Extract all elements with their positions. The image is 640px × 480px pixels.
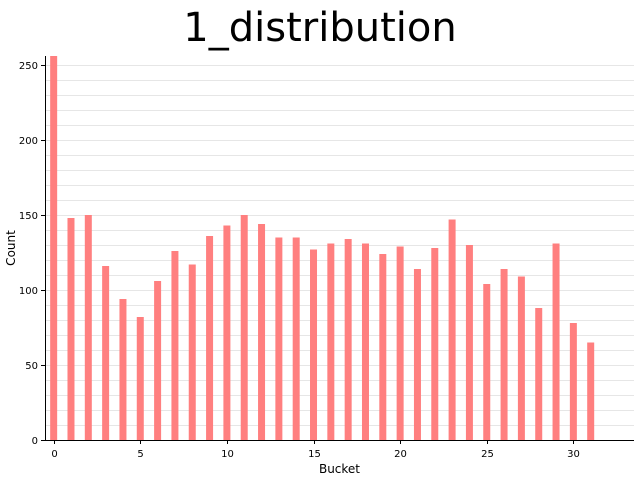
bar [240,215,248,440]
bar [50,56,58,440]
bar [448,219,456,440]
bar [67,218,75,440]
bar [188,264,196,440]
bar [154,281,162,440]
chart-title: 1_distribution [183,5,457,51]
bar [587,342,595,440]
bar [327,243,335,440]
bar [361,243,369,440]
x-tick-label: 5 [137,449,143,460]
bar [275,237,283,440]
bar [517,276,525,440]
bar [136,317,144,440]
bar [413,269,421,440]
bar [465,245,473,440]
bar [310,249,318,440]
bar [119,299,127,440]
y-tick-label: 150 [19,211,38,222]
grid-lines [45,65,634,426]
x-tick-label: 25 [481,449,494,460]
y-tick-label: 0 [32,436,38,447]
y-tick-label: 50 [25,361,38,372]
bar [171,251,179,440]
bar [483,284,491,440]
x-tick-label: 0 [51,449,57,460]
x-tick-label: 10 [221,449,234,460]
axes: 0 50 100 150 200 250 0 5 10 15 20 25 30 [19,56,634,460]
x-tick-label: 20 [394,449,407,460]
bars [50,56,595,440]
bar [379,254,387,440]
bar [223,225,231,440]
bar [84,215,92,440]
bar [258,224,266,440]
bar [535,308,543,440]
bar [500,269,508,440]
bar [431,248,439,440]
y-tick-label: 200 [19,136,38,147]
bar [552,243,560,440]
bar [102,266,110,440]
bar [206,236,214,440]
y-tick-label: 250 [19,61,38,72]
y-axis-label: Count [4,230,18,266]
y-tick-label: 100 [19,286,38,297]
x-tick-label: 15 [308,449,321,460]
bar [396,246,404,440]
bar [344,239,352,440]
bar [569,323,577,440]
x-axis-label: Bucket [319,462,360,476]
bar [292,237,300,440]
x-tick-label: 30 [567,449,580,460]
